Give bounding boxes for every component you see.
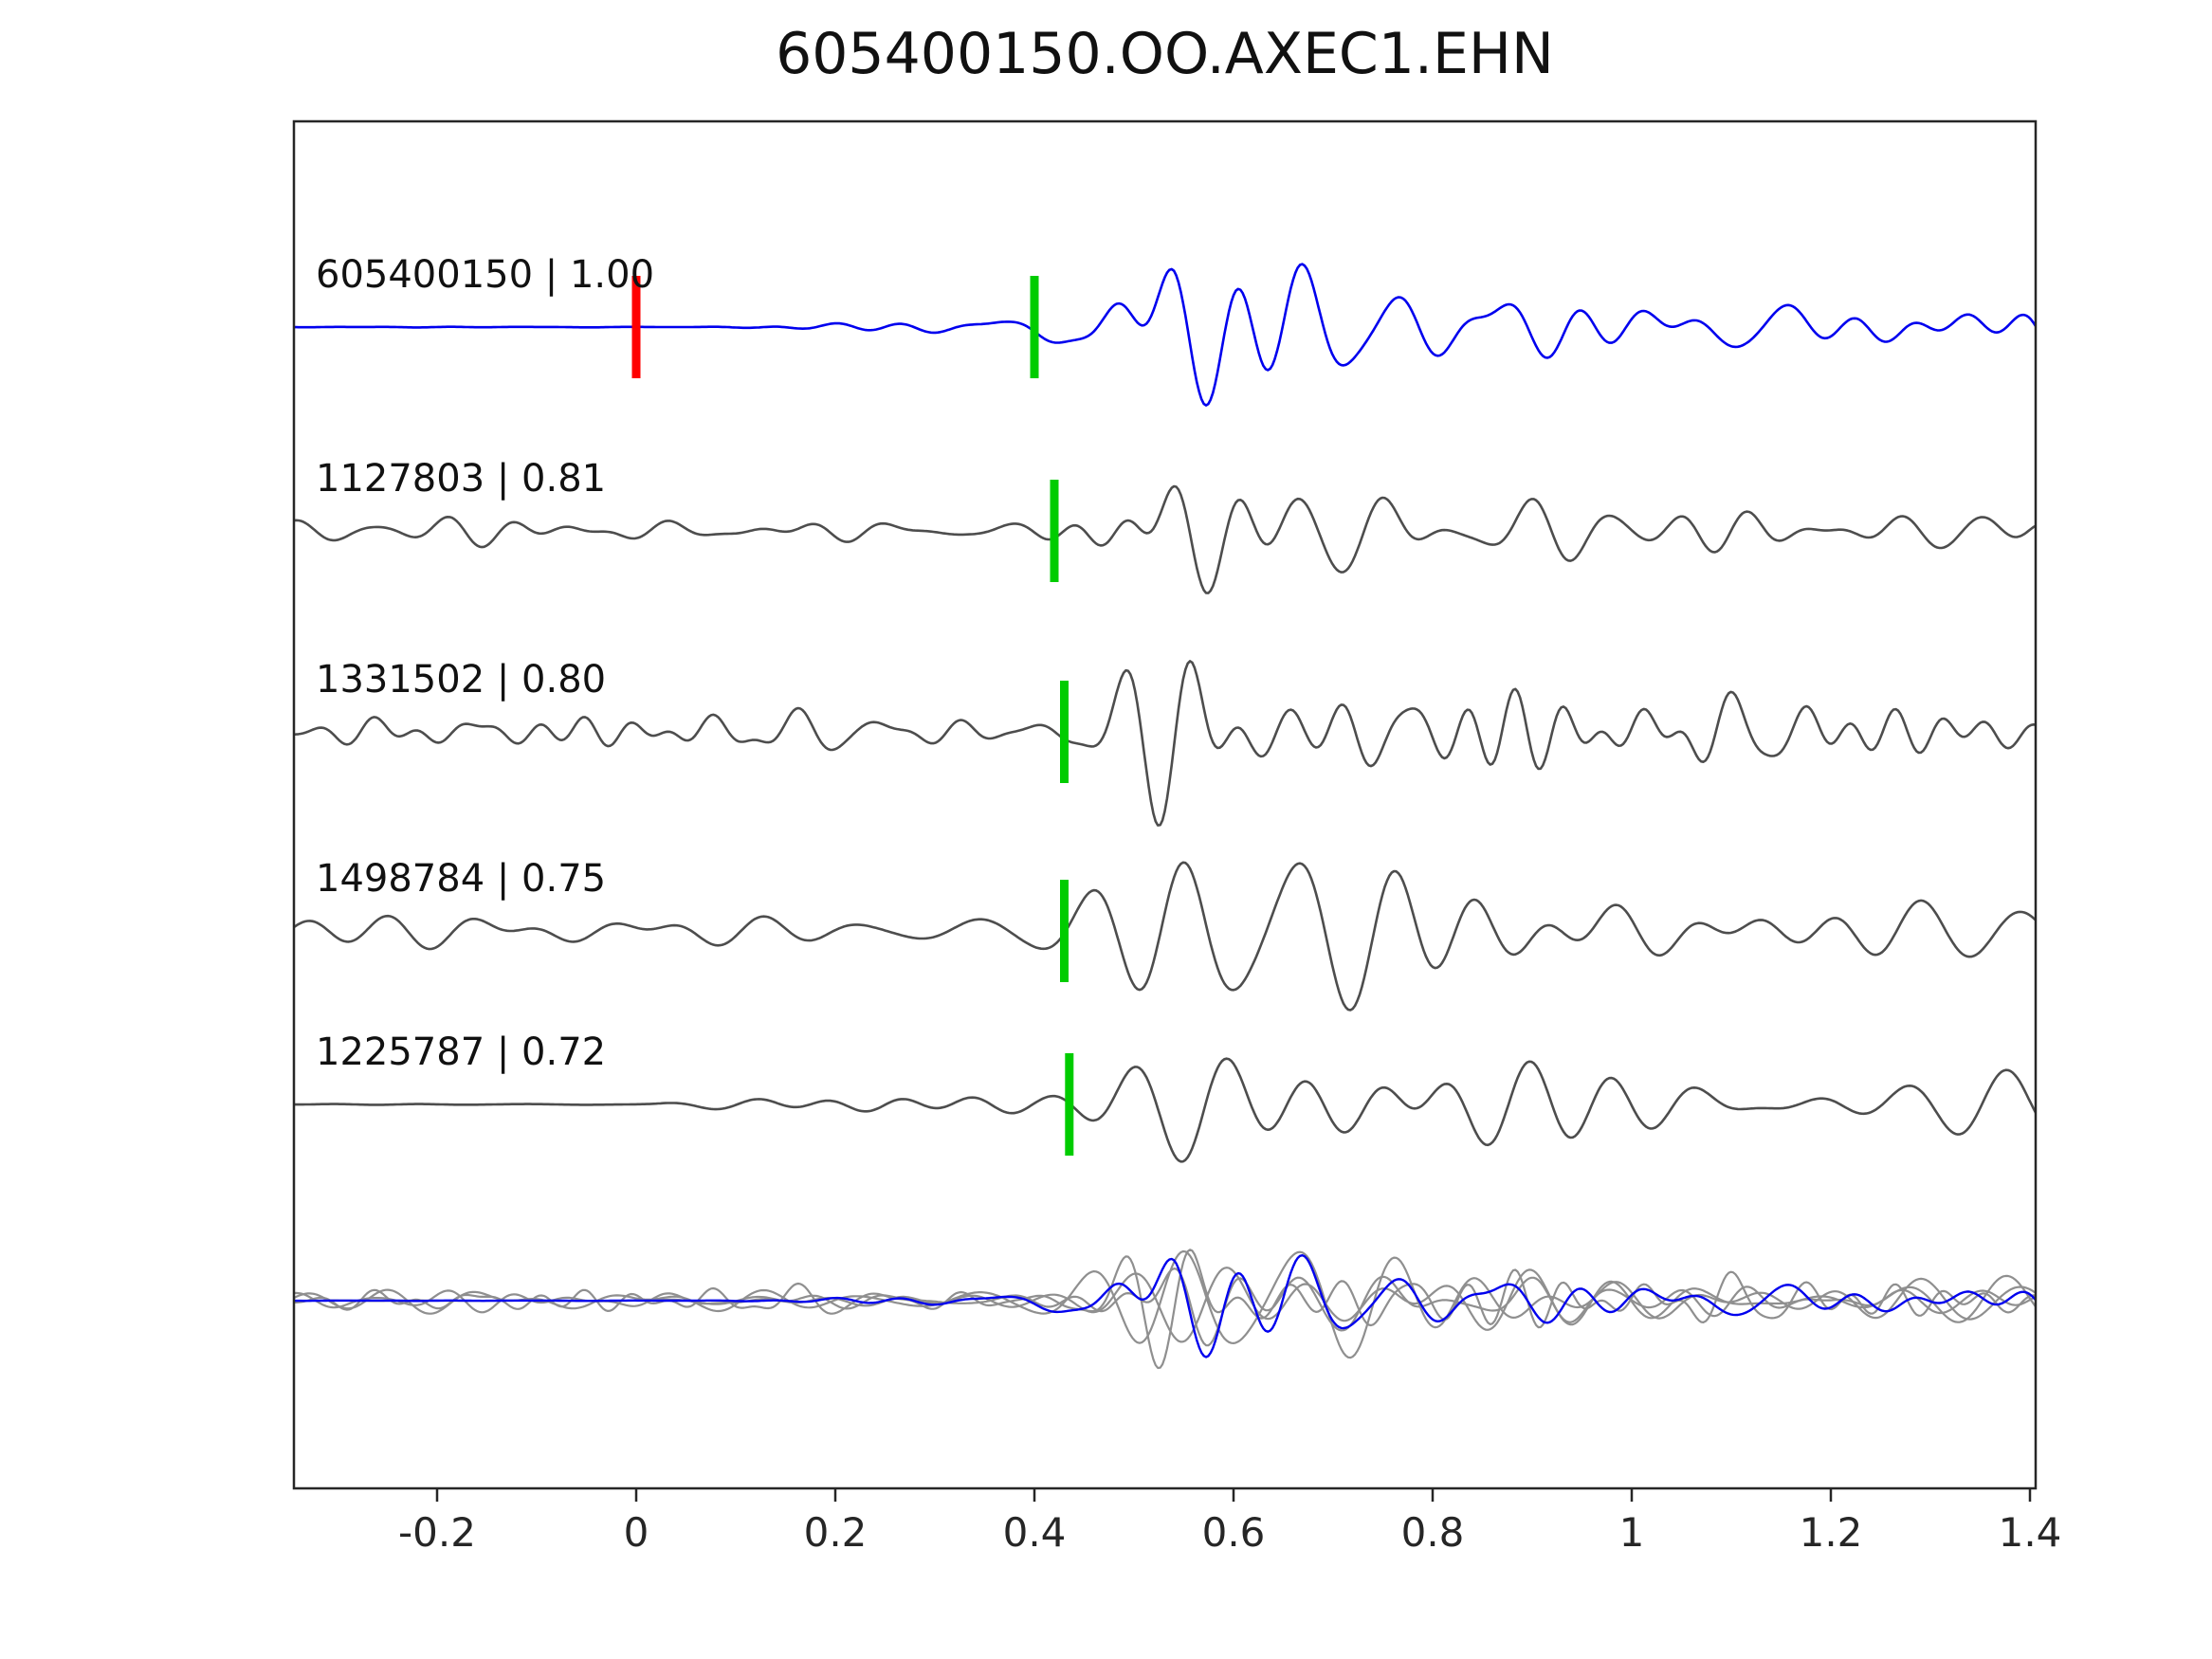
trace-label-2: 1331502 | 0.80 (316, 658, 607, 702)
plot-border (292, 119, 2038, 1490)
figure-title: 605400150.OO.AXEC1.EHN (776, 21, 1554, 87)
waveform-trace-1498784 (294, 861, 2036, 1012)
waveform-trace-1225787 (294, 1057, 2036, 1163)
x-tick-label-7: 1.2 (1799, 1509, 1863, 1556)
trace-label-3: 1498784 | 0.75 (316, 857, 607, 901)
overlay-trace-1498784 (294, 1249, 2036, 1359)
x-tick-label-4: 0.6 (1201, 1509, 1266, 1556)
pick-marker (1030, 276, 1039, 378)
overlay-trace-1331502 (294, 1249, 2036, 1370)
pick-marker (1060, 880, 1069, 982)
waveform-trace-1331502 (294, 660, 2036, 827)
origin-marker (631, 276, 641, 378)
pick-marker (1050, 480, 1059, 582)
x-tick-label-8: 1.4 (1998, 1509, 2062, 1556)
x-tick-label-2: 0.2 (803, 1509, 868, 1556)
trace-label-4: 1225787 | 0.72 (316, 1030, 607, 1074)
traces-group (294, 263, 2036, 1370)
x-tick-label-0: -0.2 (398, 1509, 476, 1556)
pick-marker (1065, 1053, 1074, 1156)
x-tick-label-1: 0 (623, 1509, 649, 1556)
overlay-trace-template (294, 1254, 2036, 1358)
waveform-trace-605400150 (294, 263, 2036, 407)
x-tick-label-3: 0.4 (1002, 1509, 1067, 1556)
waveform-trace-1127803 (294, 484, 2036, 594)
trace-label-0: 605400150 | 1.00 (316, 253, 655, 297)
x-tick-label-5: 0.8 (1400, 1509, 1465, 1556)
pick-marker (1060, 681, 1069, 783)
overlay-trace-1127803 (294, 1267, 2036, 1347)
x-tick-label-6: 1 (1618, 1509, 1645, 1556)
trace-label-1: 1127803 | 0.81 (316, 457, 607, 501)
